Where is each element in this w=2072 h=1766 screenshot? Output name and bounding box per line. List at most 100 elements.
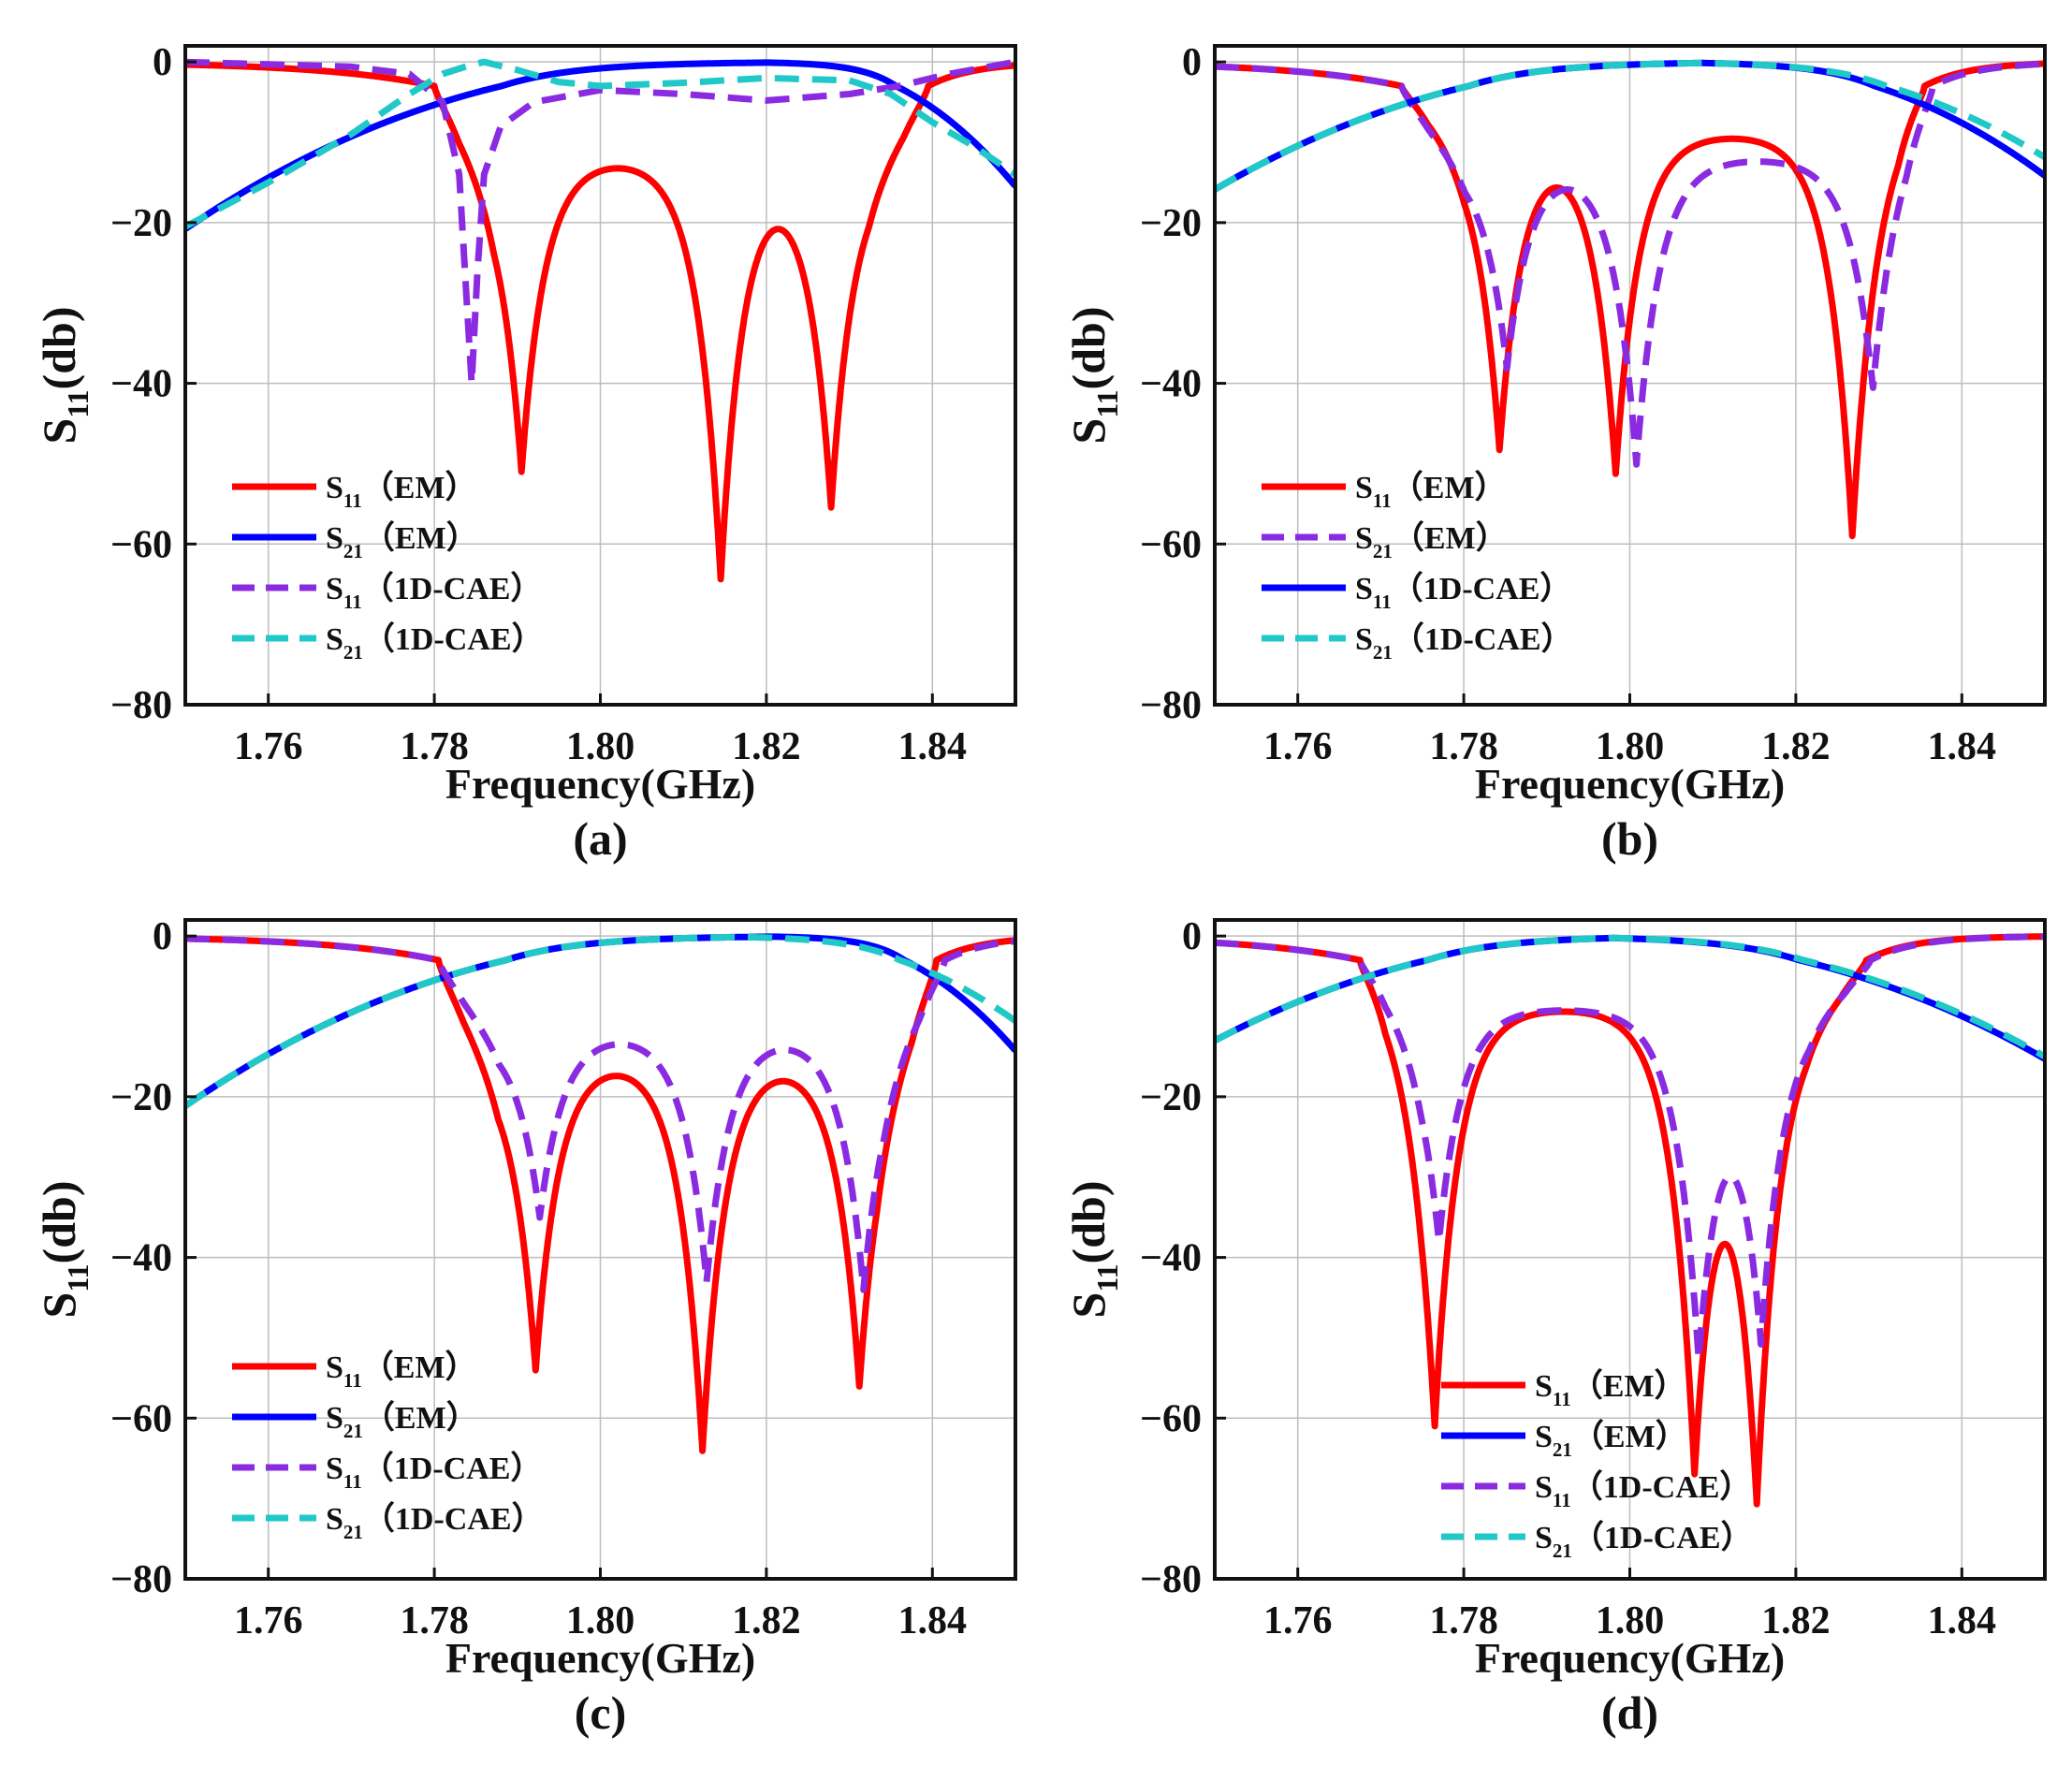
legend: S11（EM）S21（EM）S11（1D-CAE）S21（1D-CAE） bbox=[1262, 469, 1573, 664]
legend: S11（EM）S21（EM）S11（1D-CAE）S21（1D-CAE） bbox=[1441, 1367, 1753, 1562]
y-axis-label-sub: 11 bbox=[61, 1263, 95, 1292]
x-tick-label: 1.82 bbox=[732, 725, 801, 768]
legend-label-base: S bbox=[1535, 1420, 1553, 1454]
x-tick-label: 1.82 bbox=[1761, 1599, 1831, 1642]
x-tick-label: 1.78 bbox=[1429, 725, 1498, 768]
y-tick-label: −20 bbox=[110, 202, 172, 245]
legend-label-base: S bbox=[326, 1350, 343, 1385]
legend-label-suffix: （1D-CAE） bbox=[1572, 1519, 1753, 1555]
legend-label: S11（EM） bbox=[1535, 1367, 1686, 1410]
y-axis-label-suffix: (db) bbox=[33, 1181, 85, 1264]
y-tick-label: −20 bbox=[110, 1076, 172, 1119]
legend-label-suffix: （1D-CAE） bbox=[362, 1450, 543, 1486]
y-tick-label: −60 bbox=[110, 523, 172, 566]
x-tick-label: 1.84 bbox=[898, 1599, 968, 1642]
chart-panel-d: 1.76 1.78 1.80 1.82 1.84 0 −20 −40 −60 −80 Frequen… bbox=[1062, 915, 2047, 1739]
legend-label: S21（EM） bbox=[326, 519, 478, 562]
series-line-2 bbox=[185, 58, 1015, 387]
legend-label-suffix: （EM） bbox=[362, 469, 477, 505]
y-tick-label: −80 bbox=[1140, 684, 1202, 727]
legend-label-base: S bbox=[1355, 572, 1373, 606]
y-axis-label-base: S bbox=[1062, 418, 1115, 445]
x-tick-label: 1.76 bbox=[1263, 1599, 1333, 1642]
x-axis-label: Frequency(GHz) bbox=[445, 760, 755, 808]
y-tick-label: 0 bbox=[153, 915, 172, 958]
legend-label: S11（EM） bbox=[326, 1349, 477, 1392]
y-axis-label: S11(db) bbox=[1062, 1181, 1124, 1319]
legend-label: S21（1D-CAE） bbox=[326, 620, 544, 664]
y-axis-label-sub: 11 bbox=[1090, 1263, 1124, 1292]
legend-label-suffix: （1D-CAE） bbox=[363, 1500, 544, 1537]
y-axis-label-base: S bbox=[33, 418, 85, 445]
x-tick-label: 1.76 bbox=[234, 1599, 303, 1642]
y-tick-label: −60 bbox=[1140, 523, 1202, 566]
x-tick-label: 1.84 bbox=[1928, 725, 1997, 768]
x-tick-label: 1.78 bbox=[400, 1599, 469, 1642]
legend-label-suffix: （1D-CAE） bbox=[1392, 570, 1572, 606]
legend-label-suffix: （EM） bbox=[362, 1349, 477, 1385]
y-axis-label-base: S bbox=[1062, 1292, 1115, 1319]
legend-label-sub: 21 bbox=[343, 540, 363, 562]
legend-label-sub: 11 bbox=[343, 1470, 362, 1493]
y-tick-label: −80 bbox=[110, 1558, 172, 1601]
series-line-1 bbox=[1215, 60, 2045, 468]
series-line-0 bbox=[185, 935, 1015, 1454]
legend-label: S21（EM） bbox=[1355, 519, 1508, 562]
y-tick-label: −80 bbox=[110, 684, 172, 727]
x-tick-label: 1.76 bbox=[1263, 725, 1333, 768]
legend-label-base: S bbox=[326, 1502, 343, 1537]
y-axis-label-base: S bbox=[33, 1292, 85, 1319]
legend-label-base: S bbox=[1355, 521, 1373, 556]
legend-label-base: S bbox=[1535, 1369, 1553, 1404]
series-line-3 bbox=[185, 933, 1015, 1109]
x-tick-label: 1.84 bbox=[1928, 1599, 1997, 1642]
y-tick-label: −20 bbox=[1140, 1076, 1202, 1119]
series-line-3 bbox=[185, 58, 1015, 230]
legend-label-suffix: （EM） bbox=[1571, 1367, 1686, 1404]
panel-label: (c) bbox=[575, 1686, 627, 1739]
legend-label-sub: 11 bbox=[343, 489, 362, 512]
x-tick-label: 1.78 bbox=[1429, 1599, 1498, 1642]
legend-label-suffix: （1D-CAE） bbox=[1571, 1468, 1752, 1505]
legend-label: S21（1D-CAE） bbox=[1535, 1519, 1753, 1562]
chart-panel-b: 1.76 1.78 1.80 1.82 1.84 0 −20 −40 −60 −80 Frequen… bbox=[1062, 41, 2047, 865]
legend-label: S11（EM） bbox=[326, 469, 477, 512]
legend-label-suffix: （EM） bbox=[363, 1399, 478, 1436]
legend-label-sub: 21 bbox=[1373, 641, 1393, 664]
legend-label: S11（1D-CAE） bbox=[1355, 570, 1571, 613]
y-axis-label: S11(db) bbox=[33, 1181, 95, 1319]
y-axis-label: S11(db) bbox=[33, 307, 95, 445]
y-tick-label: 0 bbox=[1182, 41, 1202, 84]
x-tick-label: 1.80 bbox=[1596, 725, 1665, 768]
legend-label-suffix: （1D-CAE） bbox=[362, 570, 543, 606]
legend-label-sub: 21 bbox=[1553, 1438, 1572, 1461]
legend: S11（EM）S21（EM）S11（1D-CAE）S21（1D-CAE） bbox=[232, 469, 544, 664]
series-group bbox=[185, 933, 1015, 1454]
legend-label-base: S bbox=[326, 521, 343, 556]
legend-label-sub: 11 bbox=[343, 591, 362, 613]
legend-label-sub: 11 bbox=[1553, 1489, 1571, 1511]
series-group bbox=[1215, 933, 2045, 1508]
y-tick-label: 0 bbox=[1182, 915, 1202, 958]
legend-label-suffix: （EM） bbox=[1392, 469, 1507, 505]
series-group bbox=[1215, 59, 2045, 540]
y-axis-label-sub: 11 bbox=[1090, 389, 1124, 417]
legend-label-sub: 11 bbox=[1373, 591, 1392, 613]
x-tick-label: 1.82 bbox=[1761, 725, 1831, 768]
x-axis-label: Frequency(GHz) bbox=[445, 1634, 755, 1682]
y-tick-label: 0 bbox=[153, 41, 172, 84]
y-axis-label: S11(db) bbox=[1062, 307, 1124, 445]
y-axis-label-suffix: (db) bbox=[33, 307, 85, 390]
legend-label: S11（1D-CAE） bbox=[326, 1450, 542, 1493]
y-tick-label: −80 bbox=[1140, 1558, 1202, 1601]
legend: S11（EM）S21（EM）S11（1D-CAE）S21（1D-CAE） bbox=[232, 1349, 544, 1543]
legend-label-suffix: （1D-CAE） bbox=[363, 620, 544, 657]
y-tick-label: −60 bbox=[1140, 1397, 1202, 1440]
legend-label: S21（EM） bbox=[1535, 1418, 1687, 1461]
legend-label-sub: 11 bbox=[1553, 1388, 1571, 1410]
legend-label-base: S bbox=[1535, 1470, 1553, 1505]
legend-label: S21（EM） bbox=[326, 1399, 478, 1442]
legend-label-sub: 21 bbox=[343, 1521, 363, 1543]
